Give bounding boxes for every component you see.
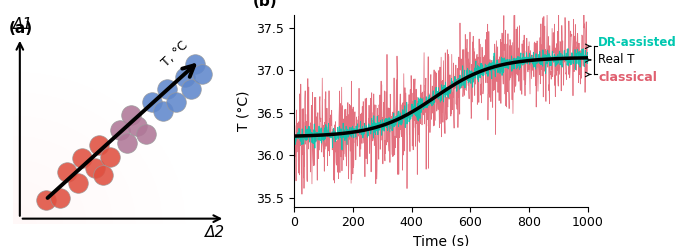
Point — [132, 124, 143, 128]
Point — [40, 198, 51, 202]
Text: DR-assisted: DR-assisted — [598, 36, 677, 49]
Point — [186, 87, 197, 91]
Y-axis label: T (°C): T (°C) — [237, 91, 251, 131]
Point — [121, 141, 132, 145]
Point — [55, 196, 66, 200]
Point — [76, 156, 88, 160]
Text: T, °C: T, °C — [159, 39, 190, 70]
Point — [170, 100, 181, 104]
Point — [115, 128, 126, 132]
Point — [98, 173, 109, 177]
Text: Real T: Real T — [598, 53, 635, 66]
Point — [162, 87, 173, 91]
Point — [89, 166, 100, 170]
Point — [125, 113, 136, 117]
X-axis label: Time (s): Time (s) — [413, 235, 469, 246]
Point — [93, 143, 104, 147]
Text: (b): (b) — [253, 0, 277, 9]
Text: Δ1: Δ1 — [13, 17, 34, 32]
Point — [104, 154, 116, 158]
Point — [141, 132, 152, 136]
Point — [179, 76, 190, 79]
Point — [158, 109, 169, 113]
Text: Δ2: Δ2 — [205, 225, 225, 240]
Point — [196, 72, 207, 76]
Point — [147, 100, 158, 104]
Text: (a): (a) — [9, 21, 34, 36]
Point — [62, 169, 73, 173]
Point — [190, 62, 201, 66]
Point — [72, 181, 83, 185]
Text: classical: classical — [598, 71, 657, 84]
